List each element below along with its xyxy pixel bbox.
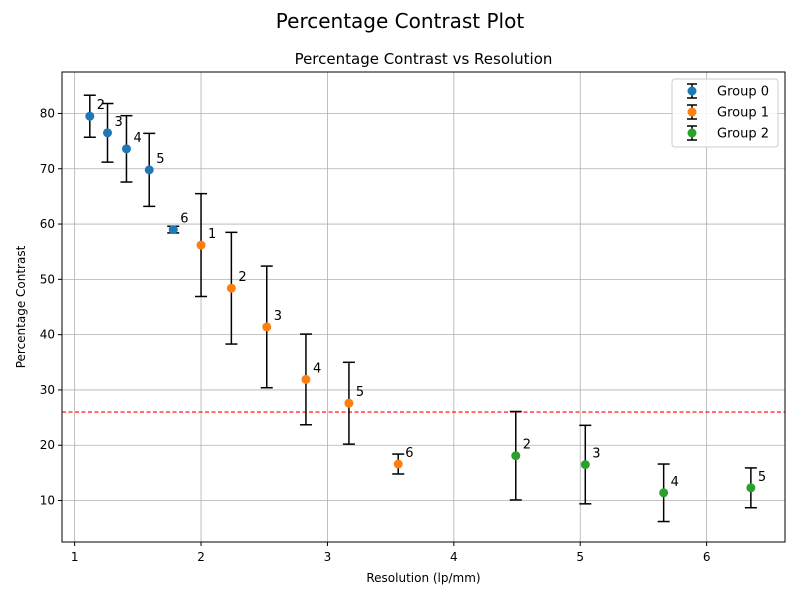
point-label: 6 [405, 446, 413, 461]
point-label: 3 [274, 309, 282, 324]
y-tick-label: 50 [40, 272, 55, 286]
legend-label: Group 0 [717, 85, 769, 100]
legend-marker [687, 107, 697, 117]
legend-marker [687, 86, 697, 96]
legend-item: Group 0 [687, 83, 769, 100]
data-point [344, 398, 354, 408]
data-point [301, 374, 311, 384]
legend-label: Group 2 [717, 127, 769, 142]
legend-box [671, 78, 779, 148]
y-tick-label: 60 [40, 217, 55, 231]
y-tick-label: 70 [40, 162, 55, 176]
data-point [659, 488, 669, 498]
data-point [746, 483, 756, 493]
legend-marker [687, 128, 697, 138]
x-tick-label: 6 [703, 550, 711, 564]
plot-frame [61, 71, 786, 543]
data-point [85, 111, 95, 121]
point-label: 5 [758, 470, 766, 485]
legend: Group 0 Group 1 Group 2 [671, 78, 779, 148]
point-label: 4 [133, 131, 141, 146]
point-label: 5 [156, 152, 164, 167]
y-tick-label: 20 [40, 438, 55, 452]
y-tick-label: 40 [40, 328, 55, 342]
point-label: 6 [180, 212, 188, 227]
x-tick-label: 4 [450, 550, 458, 564]
data-point [196, 240, 206, 250]
y-tick-label: 80 [40, 106, 55, 120]
x-tick-label: 2 [197, 550, 205, 564]
x-tick-label: 1 [71, 550, 79, 564]
data-point [144, 165, 154, 175]
data-point [168, 225, 178, 235]
y-tick-label: 30 [40, 383, 55, 397]
x-tick-label: 5 [576, 550, 584, 564]
data-point [226, 283, 236, 293]
x-tick-label: 3 [324, 550, 332, 564]
data-point [393, 459, 403, 469]
series-group-1: 1 2 3 4 5 6 [195, 192, 414, 475]
point-label: 5 [356, 385, 364, 400]
point-label: 2 [238, 270, 246, 285]
data-point [103, 128, 113, 138]
point-label: 3 [115, 115, 123, 130]
data-point [580, 460, 590, 470]
legend-item: Group 2 [687, 125, 769, 142]
y-tick-label: 10 [40, 494, 55, 508]
data-point [121, 144, 131, 154]
figure-suptitle: Percentage Contrast Plot [276, 9, 525, 33]
series-group-2: 2 3 4 5 [509, 410, 766, 523]
legend-item: Group 1 [687, 104, 769, 121]
point-label: 2 [523, 438, 531, 453]
point-label: 2 [97, 98, 105, 113]
point-label: 4 [671, 475, 679, 490]
data-point [511, 451, 521, 461]
x-axis-label: Resolution (lp/mm) [366, 571, 480, 585]
chart-title: Percentage Contrast vs Resolution [295, 50, 553, 68]
grid [62, 72, 785, 542]
y-axis-label: Percentage Contrast [14, 245, 28, 368]
point-label: 3 [592, 447, 600, 462]
point-label: 1 [208, 227, 216, 242]
data-point [262, 322, 272, 332]
point-label: 4 [313, 361, 321, 376]
legend-label: Group 1 [717, 106, 769, 121]
